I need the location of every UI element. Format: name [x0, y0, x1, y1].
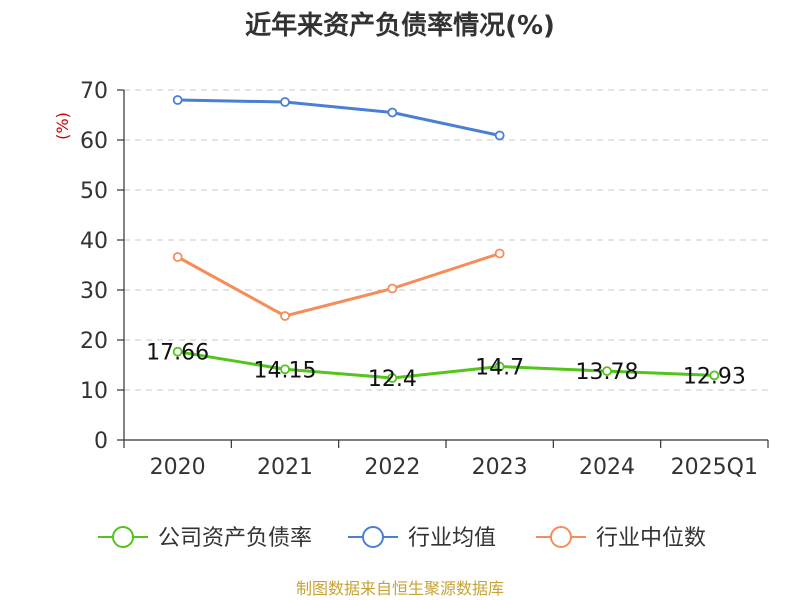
- series-3-point-3[interactable]: [494, 248, 505, 259]
- series-2-point-3[interactable]: [494, 130, 505, 141]
- series-1-line: [177, 350, 715, 380]
- series-3-point-0[interactable]: [172, 252, 183, 262]
- y-tick-label-20: 20: [80, 329, 108, 354]
- legend-item-1[interactable]: 公司资产负债率: [98, 526, 312, 551]
- data-label-2020: 17.66: [146, 341, 209, 366]
- series-1-point-1[interactable]: [280, 364, 290, 375]
- series-1-point-5[interactable]: [709, 370, 720, 381]
- legend-item-3[interactable]: 行业中位数: [536, 526, 706, 551]
- y-tick-label-30: 30: [80, 279, 108, 304]
- legend-item-2[interactable]: 行业均值: [348, 526, 496, 551]
- series-1-point-3[interactable]: [494, 361, 505, 372]
- series-2-line: [177, 98, 500, 137]
- x-axis-ticks: 2020 2021 2022 2023 2024 2025Q1: [123, 440, 769, 480]
- y-tick-label-40: 40: [80, 229, 108, 254]
- y-tick-label-0: 0: [94, 429, 108, 454]
- x-tick-label-2023: 2023: [472, 455, 528, 480]
- series-2-point-2[interactable]: [387, 107, 398, 118]
- data-labels: 17.66 14.15 12.4 14.7 13.78 12.93: [146, 341, 746, 392]
- legend-label-2: 行业均值: [408, 526, 496, 551]
- legend[interactable]: 公司资产负债率 行业均值 行业中位数: [98, 526, 706, 551]
- series-3-point-1[interactable]: [280, 311, 290, 321]
- legend-swatch-marker-1: [112, 526, 134, 548]
- series-3-point-2[interactable]: [387, 283, 398, 294]
- data-label-2025Q1: 12.93: [683, 364, 746, 389]
- data-label-2021: 14.15: [254, 358, 317, 383]
- legend-swatch-marker-3: [550, 526, 572, 548]
- x-tick-label-2025Q1: 2025Q1: [671, 455, 758, 480]
- series-1-point-4[interactable]: [602, 366, 612, 377]
- legend-label-1: 公司资产负债率: [158, 526, 312, 551]
- y-axis-unit-label: (%): [53, 112, 72, 140]
- data-label-2022: 12.4: [368, 367, 417, 392]
- series-group: [172, 95, 720, 383]
- series-1-point-2[interactable]: [387, 373, 398, 383]
- x-tick-label-2020: 2020: [150, 455, 206, 480]
- data-label-2024: 13.78: [576, 360, 639, 385]
- y-tick-label-10: 10: [80, 379, 108, 404]
- series-3-line: [176, 252, 501, 318]
- y-axis-ticks: 0 10 20 30 40 50 60 70: [80, 79, 124, 454]
- series-2-point-0[interactable]: [172, 95, 183, 105]
- x-tick-label-2021: 2021: [257, 455, 313, 480]
- series-2-point-1[interactable]: [280, 97, 290, 107]
- series-1-point-0[interactable]: [172, 346, 183, 357]
- y-tick-label-60: 60: [80, 129, 108, 154]
- gridlines: [124, 89, 768, 391]
- series-1: [172, 346, 720, 383]
- y-tick-label-50: 50: [80, 179, 108, 204]
- series-2: [172, 95, 505, 141]
- x-tick-label-2024: 2024: [579, 455, 635, 480]
- axes: [123, 90, 768, 441]
- data-label-2023: 14.7: [475, 356, 524, 381]
- x-tick-label-2022: 2022: [364, 455, 420, 480]
- legend-label-3: 行业中位数: [596, 526, 706, 551]
- y-tick-label-70: 70: [80, 79, 108, 104]
- chart-title: 近年来资产负债率情况(%): [245, 10, 555, 41]
- legend-swatch-marker-2: [362, 526, 384, 548]
- series-3: [172, 248, 505, 321]
- source-note: 制图数据来自恒生聚源数据库: [296, 579, 504, 598]
